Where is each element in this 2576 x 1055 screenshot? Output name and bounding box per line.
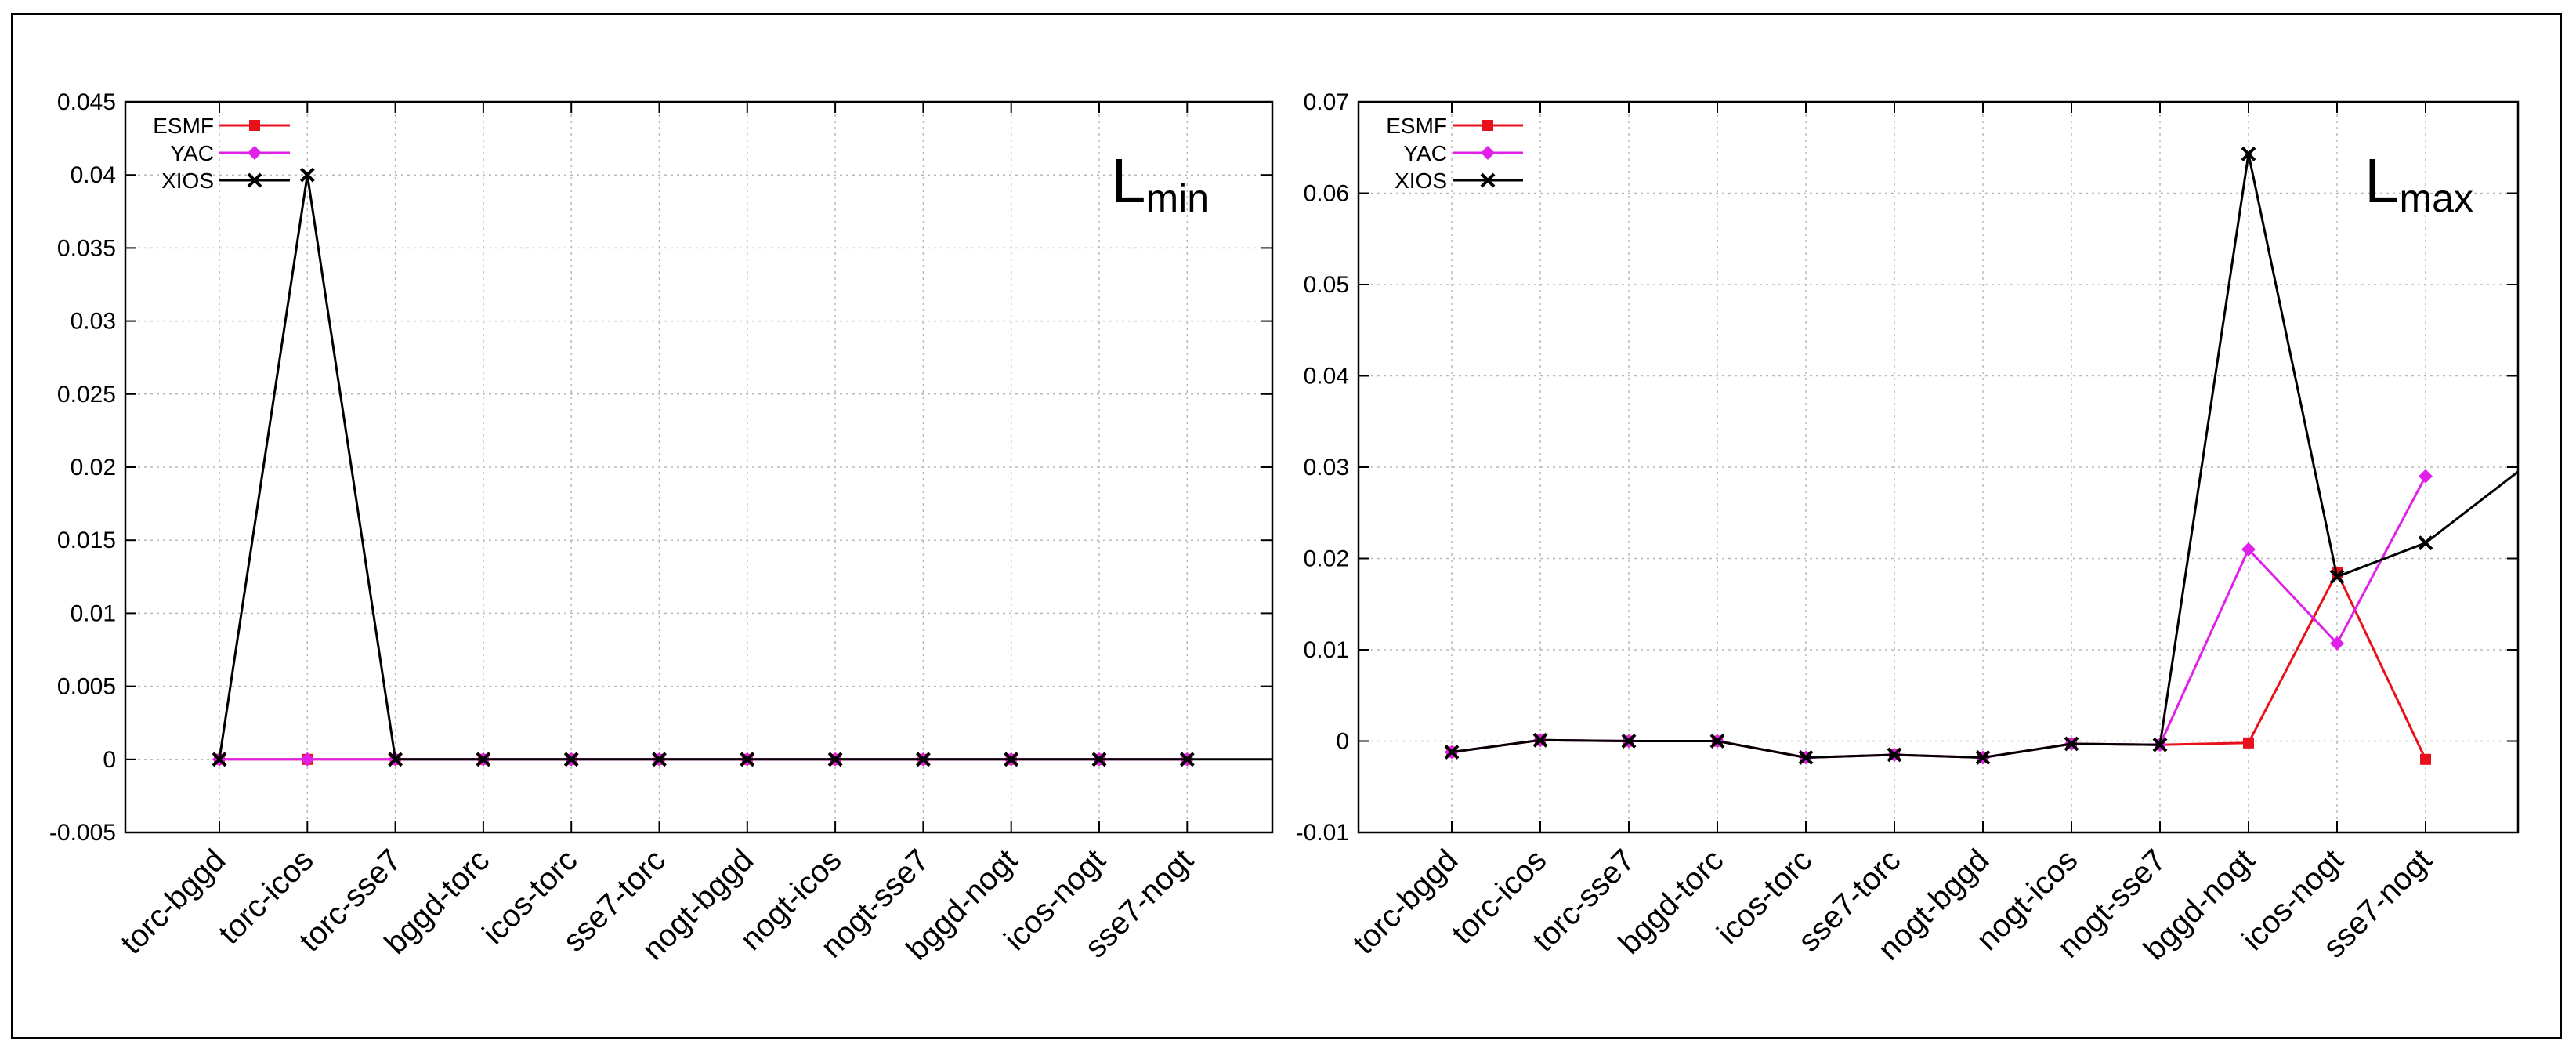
marker-xios — [1621, 734, 1637, 749]
panel-label-subscript: max — [2400, 176, 2473, 220]
marker-xios — [388, 752, 403, 767]
y-tick-label: 0.01 — [1304, 637, 1349, 663]
panel-label-main: L — [1111, 146, 1146, 216]
legend-label-yac: YAC — [1404, 141, 1448, 165]
y-tick-label: 0 — [103, 747, 116, 773]
marker-esmf — [2243, 737, 2254, 749]
y-tick-label: 0.03 — [71, 309, 116, 335]
marker-xios — [1532, 732, 1548, 748]
marker-xios — [1480, 172, 1496, 188]
panel-label: Lmax — [2364, 146, 2473, 220]
marker-esmf — [2420, 753, 2431, 765]
marker-xios — [476, 752, 491, 767]
y-tick-label: 0.02 — [71, 455, 116, 480]
figure-frame — [11, 13, 2562, 1039]
marker-xios — [915, 752, 931, 767]
chart-panel-1: -0.005 0 0.005 0.01 0.015 0.02 0.025 0.03 0.035 0… — [49, 89, 1274, 967]
marker-xios — [563, 752, 579, 767]
marker-esmf — [1482, 120, 1493, 131]
series-esmf — [1446, 566, 2431, 765]
legend-label-xios: XIOS — [1395, 169, 1447, 193]
legend-label-xios: XIOS — [161, 169, 214, 193]
marker-xios — [1709, 734, 1725, 749]
marker-xios — [1004, 752, 1019, 767]
marker-xios — [652, 752, 667, 767]
y-tick-label: 0.005 — [57, 674, 116, 700]
marker-xios — [1444, 745, 1460, 760]
series-yac — [1445, 469, 2433, 765]
legend-label-esmf: ESMF — [1386, 114, 1447, 138]
y-tick-label: 0.05 — [1304, 272, 1349, 298]
marker-yac — [2241, 542, 2256, 557]
marker-xios — [2241, 146, 2256, 161]
y-tick-label: -0.01 — [1296, 820, 1349, 846]
marker-yac — [248, 146, 262, 160]
marker-xios — [1798, 750, 1814, 765]
legend-label-yac: YAC — [171, 141, 215, 165]
panel-label: Lmin — [1111, 146, 1209, 220]
panel-label-subscript: min — [1146, 176, 1210, 220]
marker-xios — [827, 752, 843, 767]
y-tick-label: 0.045 — [57, 89, 116, 115]
x-tick-label: torc-bggd — [114, 843, 233, 961]
x-tick-label: torc-bggd — [1347, 843, 1465, 961]
y-tick-label: 0.035 — [57, 235, 116, 261]
y-tick-label: 0.03 — [1304, 455, 1349, 480]
series-xios — [212, 167, 1272, 767]
chart-panel-2: -0.01 0 0.01 0.02 0.03 0.04 0.05 0.06 0.07 torc-b… — [1296, 89, 2520, 967]
y-tick-label: -0.005 — [49, 820, 116, 846]
y-tick-label: 0.01 — [71, 600, 116, 626]
marker-yac — [1481, 146, 1495, 160]
panel-label-main: L — [2364, 146, 2400, 216]
marker-xios — [1179, 752, 1195, 767]
marker-xios — [2152, 737, 2168, 752]
series-xios — [1444, 146, 2518, 765]
y-tick-label: 0.04 — [71, 162, 116, 188]
marker-xios — [1091, 752, 1107, 767]
legend-label-esmf: ESMF — [153, 114, 214, 138]
y-tick-label: 0.015 — [57, 528, 116, 553]
marker-xios — [2064, 736, 2079, 752]
y-tick-label: 0 — [1336, 729, 1349, 755]
marker-yac — [2330, 636, 2344, 651]
plot-area-border — [124, 100, 1274, 834]
y-tick-label: 0.07 — [1304, 89, 1349, 115]
y-tick-label: 0.02 — [1304, 546, 1349, 572]
marker-xios — [2418, 535, 2433, 551]
marker-yac — [300, 752, 315, 767]
y-tick-label: 0.04 — [1304, 364, 1349, 390]
series-line-esmf — [1451, 569, 2427, 760]
marker-xios — [299, 167, 315, 183]
marker-xios — [2329, 569, 2345, 585]
y-tick-label: 0.025 — [57, 382, 116, 408]
marker-xios — [1975, 750, 1991, 765]
y-tick-label: 0.06 — [1304, 181, 1349, 207]
series-line-yac — [1451, 475, 2427, 760]
marker-xios — [247, 172, 262, 188]
marker-esmf — [249, 120, 260, 131]
marker-xios — [740, 752, 755, 767]
marker-xios — [1887, 747, 1902, 763]
marker-xios — [212, 752, 227, 767]
series-line-xios — [1451, 154, 2518, 760]
marker-yac — [2419, 469, 2433, 484]
